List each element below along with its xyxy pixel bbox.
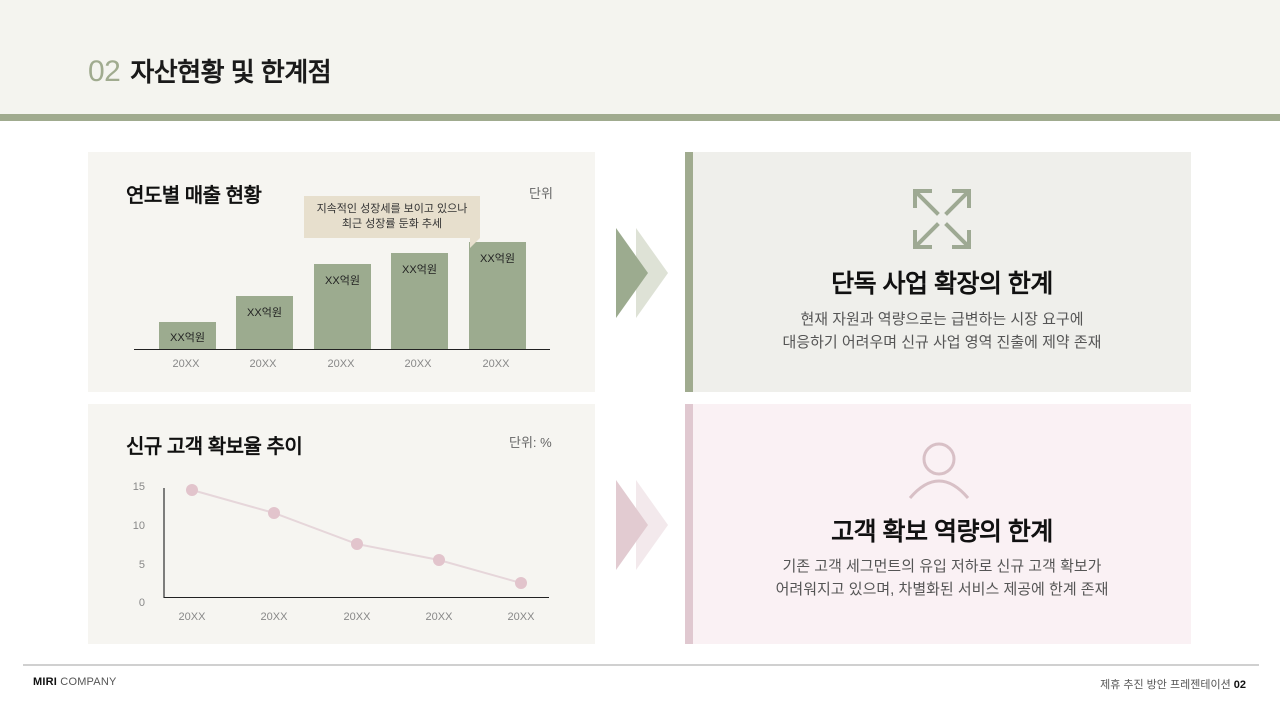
data-point — [433, 554, 445, 566]
line-x-label: 20XX — [343, 611, 371, 623]
page-title: 02 자산현황 및 한계점 — [88, 52, 332, 89]
y-tick-label: 5 — [138, 559, 145, 571]
issue-accent-bar — [685, 152, 693, 392]
brand-bold: MIRI — [33, 676, 58, 688]
issue-card-customer-acquisition: 고객 확보 역량의 한계 기존 고객 세그먼트의 유입 저하로 신규 고객 확보… — [685, 404, 1191, 644]
chevron-right-icon — [616, 480, 668, 570]
y-tick-label: 10 — [132, 520, 145, 532]
revenue-chart-title: 연도별 매출 현황 — [126, 185, 262, 207]
bar-value-label: XX억원 — [170, 332, 205, 344]
revenue-chart-unit: 단위 — [529, 186, 553, 201]
y-tick-label: 0 — [138, 597, 145, 609]
issue-description-line: 기존 고객 세그먼트의 유입 저하로 신규 고객 확보가 — [782, 558, 1102, 575]
section-number: 02 — [88, 55, 121, 88]
callout-line-2: 최근 성장률 둔화 추세 — [341, 218, 443, 230]
customer-rate-chart-title: 신규 고객 확보율 추이 — [126, 436, 303, 458]
trend-line — [191, 489, 522, 584]
footer-presentation-label: 제휴 추진 방안 프레젠테이션 02 — [1100, 676, 1246, 692]
expand-arrows-icon — [913, 189, 971, 249]
bar-value-label: XX억원 — [402, 264, 437, 276]
bar-value-label: XX억원 — [247, 307, 282, 319]
page-number: 02 — [1233, 679, 1246, 691]
data-point — [268, 507, 280, 519]
trend-callout: 지속적인 성장세를 보이고 있으나 최근 성장률 둔화 추세 — [304, 196, 480, 238]
data-point — [186, 484, 198, 496]
bar-plot-area: XX억원 XX억원 XX억원 XX억원 XX억원 — [134, 212, 550, 349]
y-tick-label: 15 — [132, 481, 145, 493]
issue-title: 고객 확보 역량의 한계 — [831, 518, 1053, 546]
line-x-label: 20XX — [425, 611, 453, 623]
line-x-label: 20XX — [178, 611, 206, 623]
data-point — [351, 538, 363, 550]
brand-light: COMPANY — [60, 676, 117, 688]
line-x-label: 20XX — [507, 611, 535, 623]
issue-description: 기존 고객 세그먼트의 유입 저하로 신규 고객 확보가 어려워지고 있으며, … — [693, 555, 1191, 601]
data-point — [515, 577, 527, 589]
header-stripe — [0, 114, 1280, 121]
bar-1: XX억원 — [159, 322, 216, 349]
presentation-title: 제휴 추진 방안 프레젠테이션 — [1100, 679, 1231, 691]
issue-card-business-expansion: 단독 사업 확장의 한계 현재 자원과 역량으로는 급변하는 시장 요구에 대응… — [685, 152, 1191, 392]
bar-2: XX억원 — [236, 296, 293, 349]
issue-description-line: 대응하기 어려우며 신규 사업 영역 진출에 제약 존재 — [782, 334, 1102, 351]
header-band — [0, 0, 1280, 114]
callout-line-1: 지속적인 성장세를 보이고 있으나 — [316, 203, 468, 215]
issue-accent-bar — [685, 404, 693, 644]
bar-value-label: XX억원 — [480, 253, 515, 265]
revenue-chart-card: 연도별 매출 현황 단위 XX억원 XX억원 XX억원 XX억원 XX억원 지속… — [88, 152, 595, 392]
callout-tail — [470, 238, 480, 248]
issue-description-line: 현재 자원과 역량으로는 급변하는 시장 요구에 — [800, 311, 1084, 328]
chevron-right-icon — [616, 228, 668, 318]
bar-x-label: 20XX — [172, 358, 200, 370]
bar-x-label: 20XX — [327, 358, 355, 370]
bar-value-label: XX억원 — [325, 275, 360, 287]
issue-title: 단독 사업 확장의 한계 — [831, 270, 1053, 298]
issue-description-line: 어려워지고 있으며, 차별화된 서비스 제공에 한계 존재 — [775, 581, 1109, 598]
bar-4: XX억원 — [391, 253, 448, 349]
bar-x-label: 20XX — [249, 358, 277, 370]
bar-chart-x-axis — [134, 349, 550, 350]
bar-x-label: 20XX — [482, 358, 510, 370]
footer-divider — [23, 664, 1259, 666]
bar-3: XX억원 — [314, 264, 371, 349]
line-x-label: 20XX — [260, 611, 288, 623]
bar-5: XX억원 — [469, 242, 526, 349]
bar-x-label: 20XX — [404, 358, 432, 370]
issue-description: 현재 자원과 역량으로는 급변하는 시장 요구에 대응하기 어려우며 신규 사업… — [693, 308, 1191, 354]
customer-rate-chart-unit: 단위: % — [509, 435, 552, 450]
section-title: 자산현황 및 한계점 — [130, 57, 332, 87]
footer-brand: MIRI COMPANY — [33, 676, 117, 688]
customer-rate-chart-card: 신규 고객 확보율 추이 단위: % 15 10 5 0 20XX 20XX 2… — [88, 404, 595, 644]
user-icon — [908, 442, 970, 499]
line-plot — [163, 484, 549, 598]
